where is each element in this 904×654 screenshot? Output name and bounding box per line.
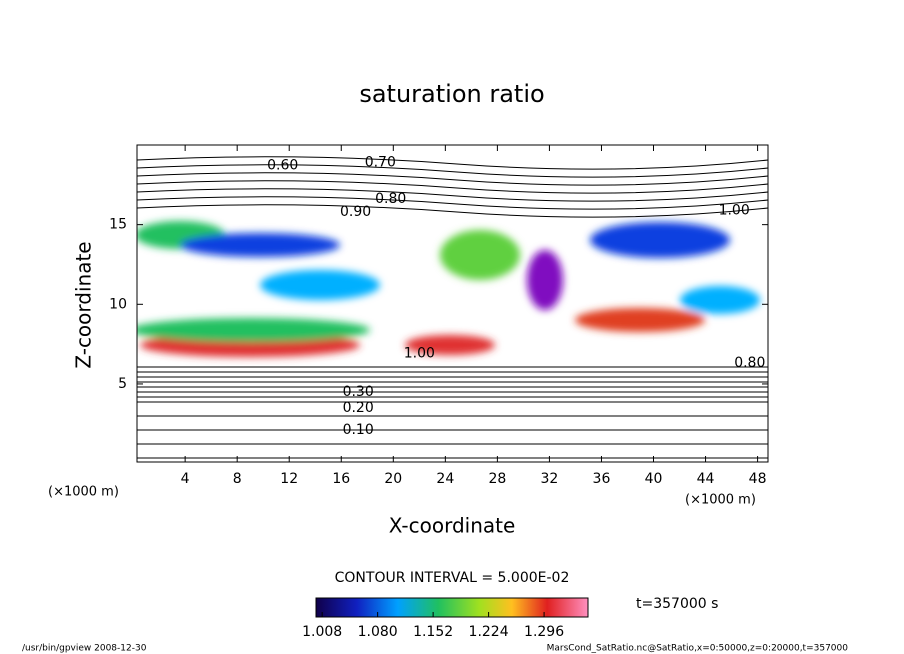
x-tick-label: 32 [541, 471, 559, 487]
contour-label: 0.30 [343, 384, 374, 400]
x-tick-label: 48 [749, 471, 767, 487]
contour-label: 0.80 [734, 355, 765, 371]
contour-line [136, 156, 769, 170]
colorbar-tick-label: 1.080 [358, 624, 398, 640]
contour-lines [136, 156, 769, 459]
contour-interval: CONTOUR INTERVAL = 5.000E-02 [335, 570, 570, 586]
x-tick-label: 4 [181, 471, 190, 487]
contour-line [136, 196, 769, 210]
contour-label: 0.60 [267, 158, 298, 174]
x-tick-label: 8 [233, 471, 242, 487]
x-axis-label: X-coordinate [389, 514, 516, 538]
x-tick-label: 20 [384, 471, 402, 487]
contour-label: 0.90 [340, 204, 371, 220]
contour-label: 1.00 [719, 202, 750, 218]
contour-label: 0.20 [343, 400, 374, 416]
shaded-field [137, 221, 760, 357]
x-tick-label: 40 [645, 471, 663, 487]
contour-label: 0.80 [375, 191, 406, 207]
contour-line [136, 164, 769, 178]
colorbar-tick-label: 1.008 [302, 624, 342, 640]
contour-label: 1.00 [404, 346, 435, 362]
x-unit: (×1000 m) [685, 493, 756, 508]
y-tick-label: 5 [118, 376, 127, 392]
x-tick-label: 44 [697, 471, 715, 487]
time-label: t=357000 s [636, 596, 718, 612]
y-axis-label: Z-coordinate [72, 241, 96, 368]
contour-line [136, 172, 769, 186]
x-tick-label: 16 [332, 471, 350, 487]
contour-label: 0.10 [343, 422, 374, 438]
contour-label: 0.70 [365, 155, 396, 171]
y-tick-label: 15 [109, 217, 127, 233]
colorbar-tick-label: 1.224 [469, 624, 509, 640]
contour-line [136, 180, 769, 194]
x-tick-label: 24 [436, 471, 454, 487]
x-tick-label: 12 [280, 471, 298, 487]
contour-line [136, 204, 769, 218]
chart-title: saturation ratio [359, 80, 544, 108]
colorbar-tick-label: 1.296 [524, 624, 564, 640]
colorbar-tick-label: 1.152 [413, 624, 453, 640]
footer-left: /usr/bin/gpview 2008-12-30 [22, 644, 147, 654]
plot-frame [136, 144, 769, 463]
x-tick-label: 28 [488, 471, 506, 487]
y-unit: (×1000 m) [48, 485, 119, 500]
y-tick-label: 10 [109, 296, 127, 312]
x-tick-label: 36 [593, 471, 611, 487]
colorbar [315, 597, 589, 618]
contour-line [136, 188, 769, 202]
footer-right: MarsCond_SatRatio.nc@SatRatio,x=0:50000,… [547, 644, 849, 654]
